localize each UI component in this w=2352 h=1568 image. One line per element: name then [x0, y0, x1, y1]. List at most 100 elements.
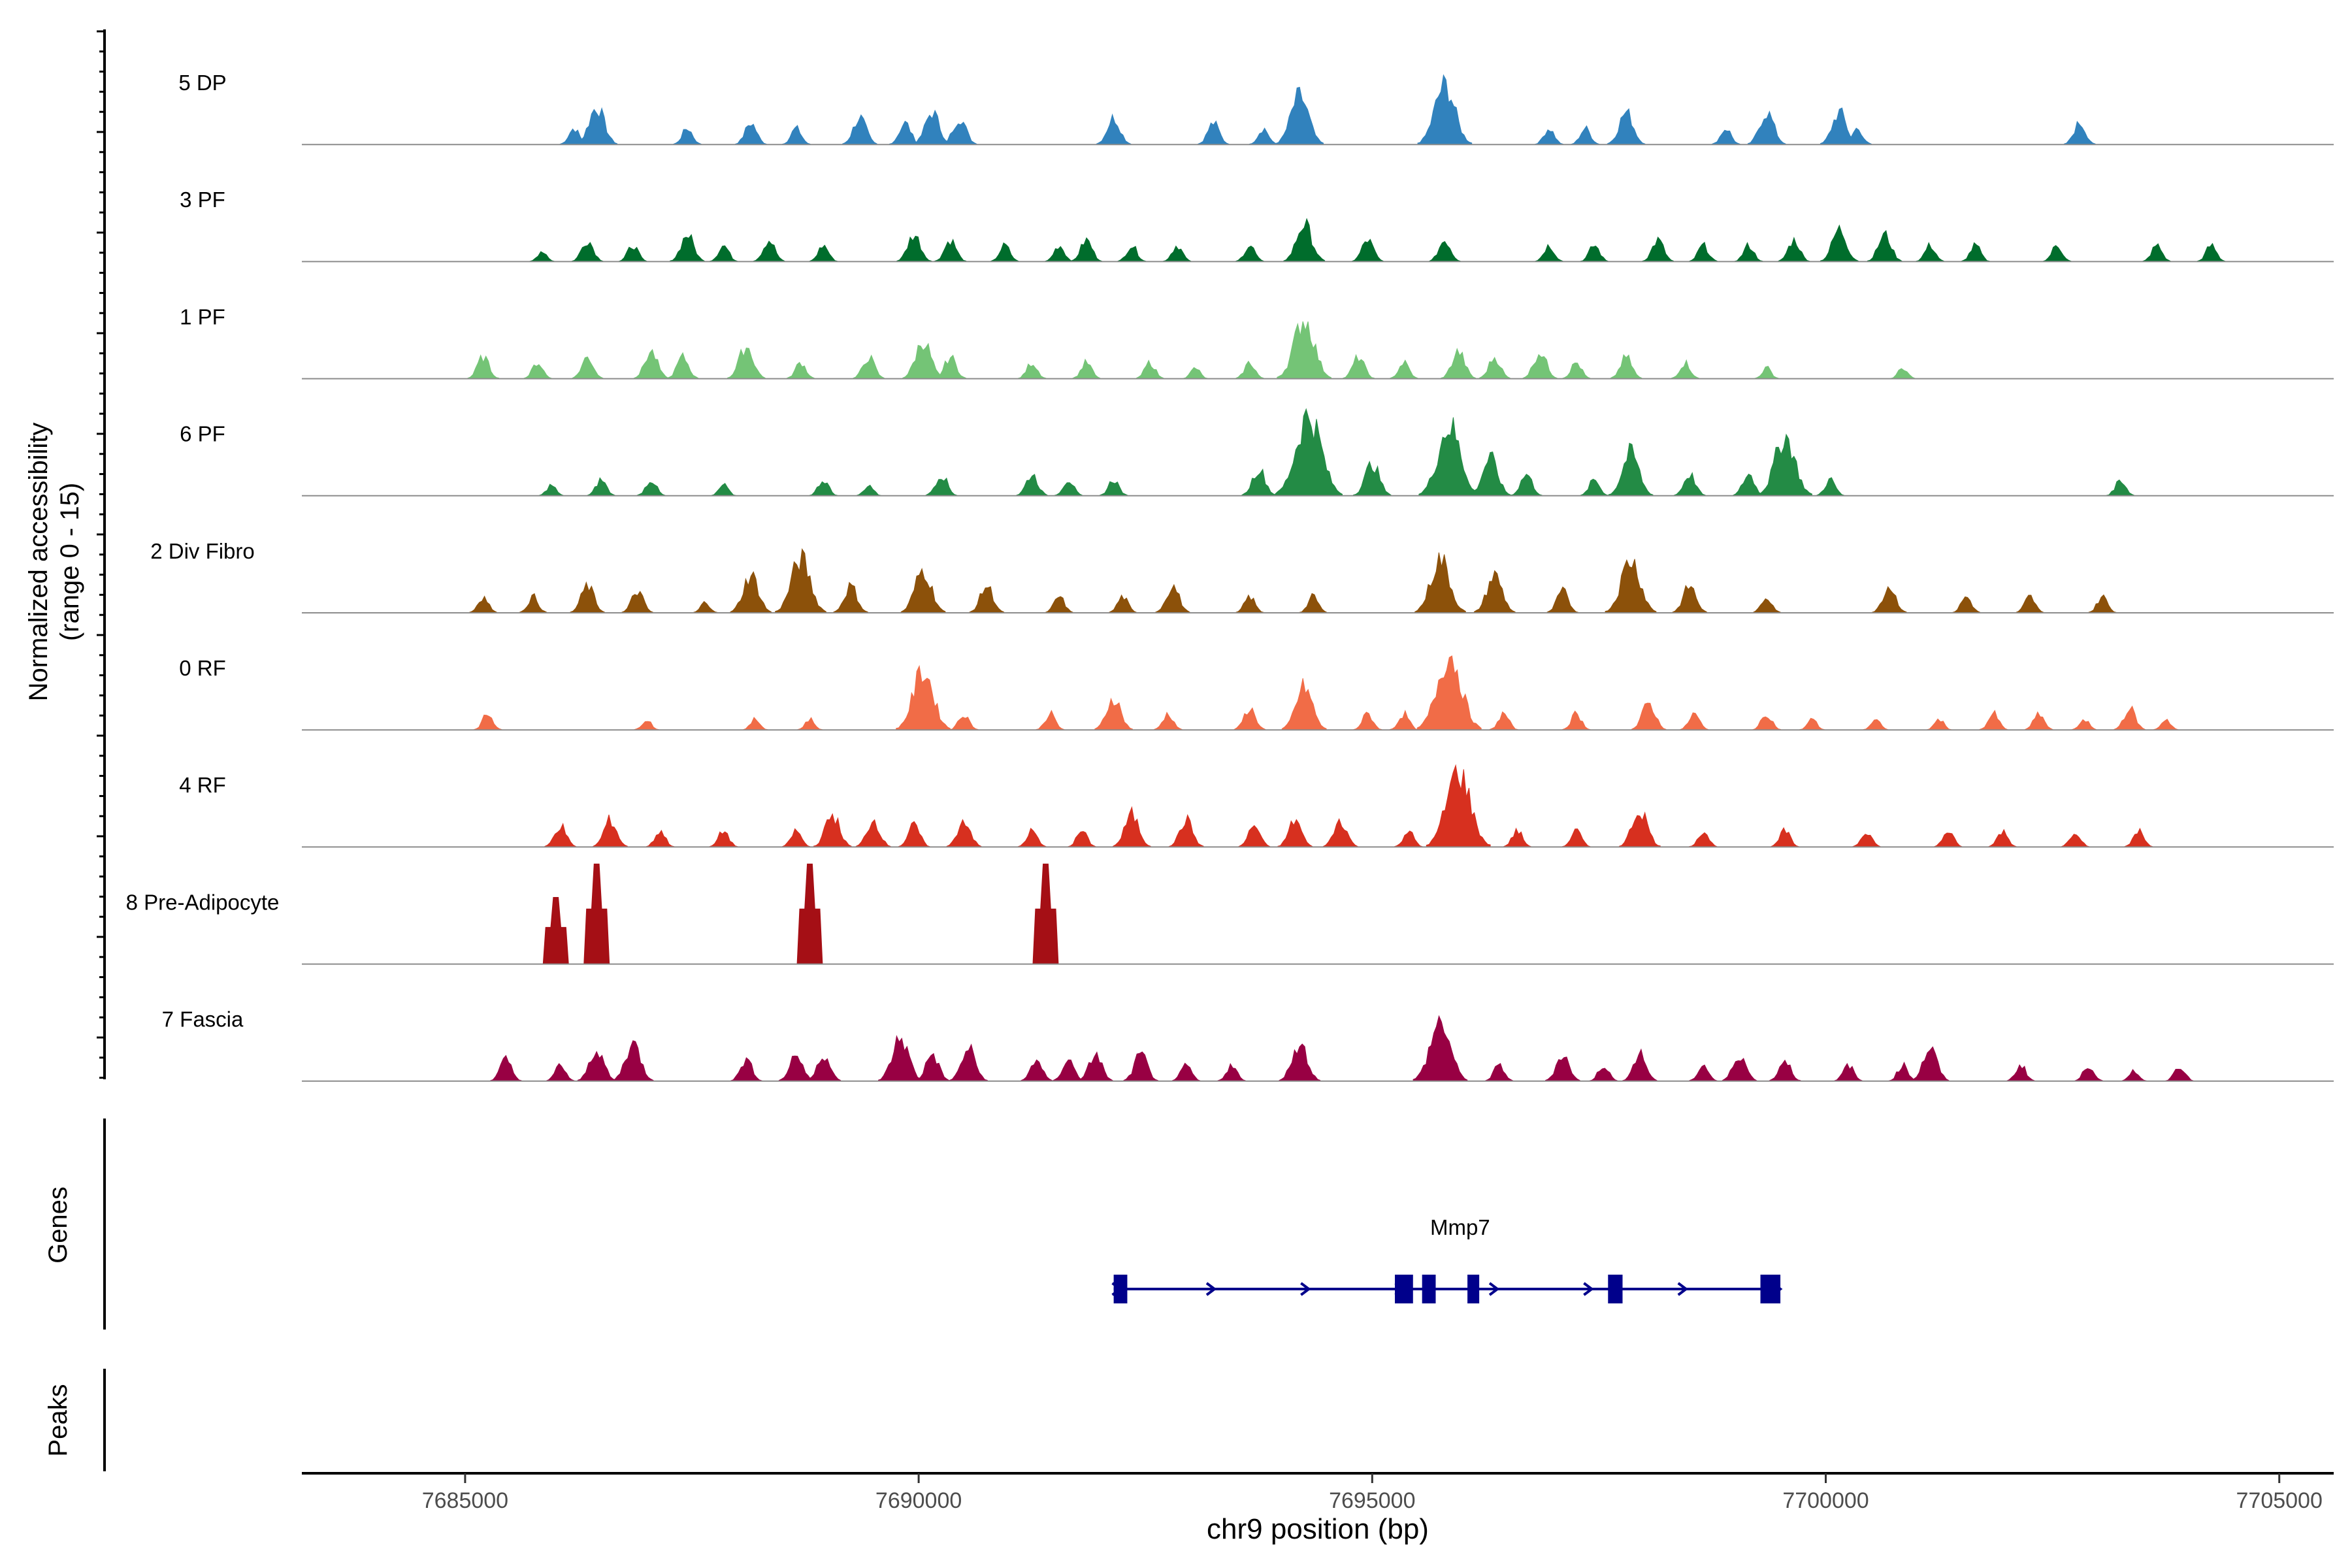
track-label: 2 Div Fibro [150, 539, 255, 563]
y-axis-title: Normalized accessibility (range 0 - 15) [24, 423, 84, 702]
gene-exon [1113, 1275, 1128, 1303]
coverage-peak [1183, 367, 1208, 380]
coverage-peak [1414, 552, 1466, 613]
coverage-peak [1017, 827, 1047, 847]
coverage-peak [1561, 362, 1591, 380]
coverage-peak [1017, 363, 1047, 380]
coverage-peak [1353, 711, 1382, 730]
coverage-peak [1238, 825, 1271, 847]
coverage-peak [634, 721, 659, 730]
coverage-peak [1426, 764, 1491, 847]
coverage-peak [1249, 127, 1278, 145]
coverage-peak [1546, 586, 1579, 613]
coverage-peak [1070, 237, 1103, 262]
coverage-peak [1441, 348, 1477, 380]
coverage-peak [969, 586, 1005, 613]
coverage-peak [1322, 818, 1358, 847]
coverage-peak [946, 819, 982, 847]
gene-name-label: Mmp7 [1430, 1215, 1490, 1239]
coverage-peak [1733, 473, 1765, 497]
coverage-peak [734, 123, 767, 145]
coverage-peak [1503, 827, 1532, 847]
coverage-peak [1522, 353, 1558, 380]
coverage-peak [753, 240, 785, 262]
coverage-peak [1168, 814, 1204, 847]
coverage-peak [1642, 236, 1674, 262]
coverage-peak [809, 481, 838, 497]
coverage-peak [809, 244, 838, 262]
coverage-peak [1580, 246, 1609, 262]
coverage-peak [1352, 460, 1392, 497]
x-tick-label: 7700000 [1782, 1488, 1869, 1513]
y-axis-title-line2: (range 0 - 15) [56, 483, 84, 641]
coverage-peak [490, 1054, 522, 1082]
gene-exon [1608, 1275, 1623, 1303]
coverage-peak [1863, 719, 1889, 730]
coverage-peak [1571, 125, 1600, 145]
coverage-peak [1233, 707, 1266, 730]
coverage-peak [1413, 1015, 1468, 1082]
coverage-peak [1778, 237, 1810, 262]
coverage-peak [2197, 242, 2226, 262]
gene-exon [1395, 1275, 1413, 1303]
coverage-peak [1605, 559, 1657, 613]
coverage-peak [1135, 359, 1164, 380]
track-5-dp: 5 DP [178, 71, 2334, 146]
coverage-peak [1535, 244, 1563, 262]
coverage-peak [2114, 705, 2146, 730]
coverage-peak [636, 482, 666, 497]
coverage-peak [934, 238, 967, 262]
coverage-peak [1235, 246, 1264, 262]
coverage-peak [1589, 1068, 1618, 1082]
coverage-peak [467, 354, 500, 380]
coverage-peak [934, 354, 967, 380]
coverage-peak [896, 664, 951, 730]
coverage-peak [1757, 433, 1812, 497]
coverage-peak [1910, 1046, 1950, 1082]
coverage-peak [1068, 831, 1096, 847]
coverage-peak [856, 484, 882, 497]
coverage-peak [2006, 1064, 2035, 1082]
coverage-peak [1988, 828, 2017, 847]
coverage-peak [1689, 242, 1718, 262]
coverage-peak [2124, 827, 2153, 847]
coverage-peak [833, 581, 868, 613]
strand-arrow [1583, 1282, 1594, 1296]
coverage-peak [1275, 86, 1324, 145]
x-axis-title: chr9 position (bp) [1207, 1513, 1429, 1545]
coverage-peak [1390, 359, 1418, 380]
coverage-peak [576, 107, 618, 145]
coverage-peak [1888, 1061, 1918, 1082]
coverage-peak [1671, 359, 1700, 380]
coverage-peak [1473, 570, 1516, 613]
coverage-peak [1843, 127, 1872, 145]
coverage-peak [1672, 585, 1708, 613]
coverage-peak [1281, 678, 1327, 730]
coverage-peak [1171, 1062, 1201, 1082]
coverage-peak [670, 234, 705, 262]
coverage-peak [2142, 243, 2172, 262]
coverage-peak [1535, 129, 1563, 145]
coverage-peak [1277, 321, 1331, 380]
coverage-peak [2074, 1068, 2103, 1082]
coverage-peak [587, 477, 616, 497]
coverage-peak [806, 1058, 841, 1082]
coverage-peak [618, 246, 647, 262]
coverage-peak [1619, 811, 1661, 847]
coverage-peak [1235, 594, 1264, 613]
coverage-peak [900, 568, 946, 613]
coverage-peak [2071, 719, 2097, 730]
coverage-peak [2042, 245, 2072, 262]
coverage-peak [583, 863, 610, 965]
coverage-peak [1799, 717, 1825, 730]
coverage-peak [1871, 586, 1907, 613]
coverage-peak [842, 114, 877, 145]
coverage-peak [781, 125, 811, 145]
coverage-peak [1123, 1051, 1159, 1082]
x-axis-ticks: 7685000 7690000 7695000 7700000 7705000 [422, 1473, 2323, 1513]
coverage-peak [2063, 120, 2096, 145]
coverage-peak [1734, 242, 1763, 262]
coverage-peak [1752, 598, 1782, 613]
coverage-peak [1916, 242, 1944, 262]
